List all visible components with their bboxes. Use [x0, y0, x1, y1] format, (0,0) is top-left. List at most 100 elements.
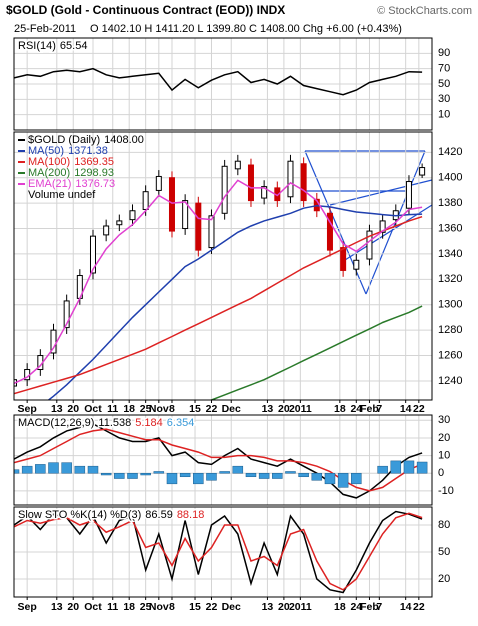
y-tick-label: 50 [438, 546, 450, 558]
x-tick-label: 25 [140, 601, 152, 613]
y-tick-label: 1260 [438, 349, 462, 361]
x-tick-label: Sep [18, 601, 37, 613]
y-tick-label: 50 [438, 78, 450, 90]
x-tick-label: 20 [67, 601, 79, 613]
histogram-bar [61, 462, 72, 474]
series-line [14, 179, 423, 385]
legend-entry: RSI(14) 65.54 [18, 40, 87, 52]
y-tick-label: 1240 [438, 375, 462, 387]
histogram-bar [166, 472, 178, 485]
y-tick-label: 1360 [438, 222, 462, 234]
candle-body [63, 300, 70, 329]
histogram-bar [14, 469, 20, 474]
candle-body [287, 160, 294, 198]
source: © StockCharts.com [377, 5, 472, 17]
histogram-bar [114, 472, 125, 479]
legend-value: 11.538 [98, 417, 131, 429]
candle-body [155, 175, 162, 191]
plot-area [14, 67, 423, 96]
x-tick-label: 8 [169, 403, 175, 415]
legend-name: MA(200) [28, 167, 70, 179]
panel-frame [13, 131, 433, 401]
y-tick-label: 10 [438, 449, 450, 461]
y-tick-label: 1420 [438, 146, 462, 158]
histogram-bar [206, 472, 217, 481]
panel-frame [13, 414, 433, 506]
candle-body [405, 181, 412, 209]
legend-value: 88.18 [177, 509, 205, 521]
legend-value: 1408.00 [104, 134, 144, 146]
histogram-bar [272, 472, 283, 479]
x-tick-label: 2011 [289, 403, 312, 415]
histogram-bar [403, 460, 415, 474]
x-tick-label: 7 [376, 403, 382, 415]
y-tick-label: 1300 [438, 299, 462, 311]
legend-value: 1369.35 [74, 156, 114, 168]
trendline [329, 179, 433, 206]
legend-value: 1298.93 [74, 167, 114, 179]
x-tick-label: Feb [360, 403, 379, 415]
histogram-bar [232, 465, 244, 474]
x-tick-label: Dec [222, 601, 241, 613]
series-line [14, 510, 423, 594]
legend-value: 1371.38 [68, 145, 108, 157]
x-tick-label: Sep [18, 403, 37, 415]
y-tick-label: 70 [438, 63, 450, 75]
x-tick-label: Dec [222, 403, 241, 415]
legend-entry: MA(50) 1371.38 [28, 145, 108, 157]
legend-entry: EMA(21) 1376.73 [28, 178, 115, 190]
histogram-bar [127, 472, 138, 479]
x-tick-label: Nov [149, 403, 169, 415]
candle-body [50, 329, 57, 354]
y-tick-label: 30 [438, 414, 450, 426]
histogram-bar [245, 472, 257, 478]
y-tick-label: 90 [438, 47, 450, 59]
histogram-bar [87, 465, 99, 474]
x-tick-label: 18 [123, 601, 135, 613]
series-line [14, 512, 423, 591]
y-tick-label: 20 [438, 432, 450, 444]
histogram-bar [74, 465, 86, 474]
y-tick-label: 1280 [438, 324, 462, 336]
x-tick-label: 18 [334, 403, 346, 415]
volume-note: Volume undef [28, 189, 96, 201]
x-tick-label: Feb [360, 601, 379, 613]
candle-body [340, 247, 347, 271]
series-line [14, 422, 423, 499]
legend-entry: Slow STO %K(14) %D(3) 86.59 88.18 [18, 509, 204, 521]
candle-body [261, 186, 268, 199]
y-tick-label: 10 [438, 109, 450, 121]
series-line [14, 428, 423, 492]
candle-body [326, 212, 333, 251]
x-tick-label: 22 [413, 403, 425, 415]
histogram-bar [21, 465, 33, 474]
histogram-bar [258, 472, 270, 479]
legend-value: 5.184 [135, 417, 163, 429]
x-tick-label: 13 [51, 601, 63, 613]
legend-value: 86.59 [145, 509, 173, 521]
candle-body [103, 225, 110, 236]
trendlines [304, 150, 433, 295]
candle-body [116, 220, 123, 226]
x-tick-label: 24 [350, 601, 362, 613]
quote-date: 25-Feb-2011 [14, 23, 76, 35]
y-tick-label: 30 [438, 93, 450, 105]
plot-area [14, 422, 428, 499]
candle-body [366, 230, 373, 260]
legend-entry: MA(200) 1298.93 [28, 167, 114, 179]
histogram-bar [298, 472, 309, 478]
histogram-bar [324, 472, 336, 485]
y-tick-label: 1340 [438, 248, 462, 260]
candle-body [419, 167, 426, 176]
legend-entry: MACD(12,26,9) 11.538 5.184 6.354 [18, 417, 194, 429]
legend-name: $GOLD (Daily) [28, 134, 100, 146]
candle-body [234, 160, 241, 170]
x-tick-label: 25 [140, 403, 152, 415]
candle-body [89, 235, 96, 274]
candle-body [353, 259, 360, 270]
plot-area [14, 510, 423, 594]
series-line [208, 305, 423, 400]
x-tick-label: 14 [400, 403, 412, 415]
x-tick-label: 22 [206, 601, 218, 613]
